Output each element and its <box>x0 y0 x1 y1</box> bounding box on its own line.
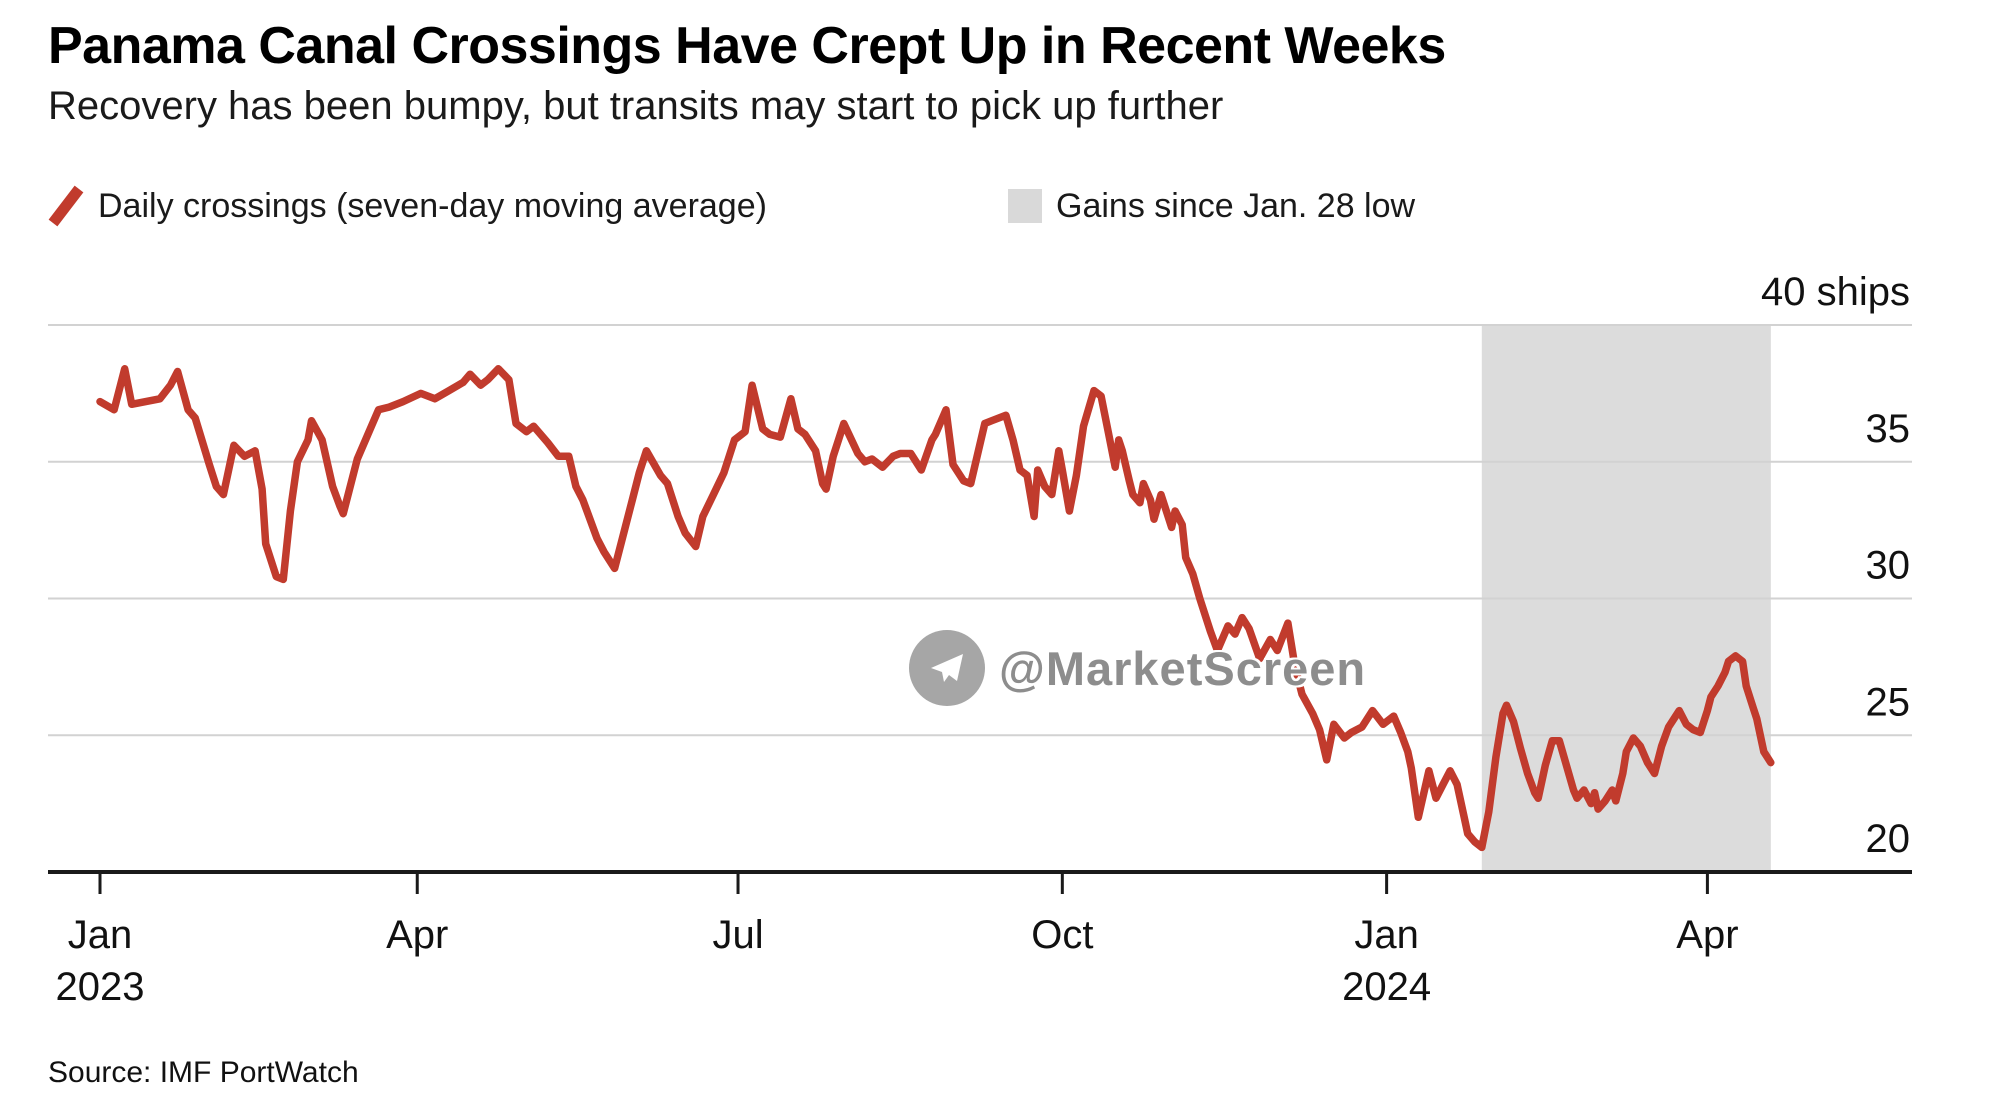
telegram-plane-icon <box>909 630 985 706</box>
source-note: Source: IMF PortWatch <box>48 1056 359 1089</box>
chart-subtitle: Recovery has been bumpy, but transits ma… <box>48 84 1224 128</box>
watermark-handle: @MarketScreen <box>999 641 1367 695</box>
legend-item-daily-crossings: Daily crossings (seven-day moving averag… <box>48 184 767 228</box>
x-axis-label: Apr <box>1676 913 1738 957</box>
gray-box-icon <box>1008 189 1042 223</box>
page-title: Panama Canal Crossings Have Crept Up in … <box>48 17 1446 75</box>
x-axis-label: Oct <box>1031 913 1093 957</box>
watermark: @MarketScreen <box>909 630 1366 706</box>
y-axis-label: 40 ships <box>1761 270 1910 314</box>
x-axis-label: Jan <box>1354 913 1419 957</box>
x-axis-year-label: 2024 <box>1342 965 1431 1009</box>
legend-label-gains-since-low: Gains since Jan. 28 low <box>1056 186 1416 225</box>
y-axis-label: 20 <box>1866 817 1911 861</box>
x-axis-label: Jul <box>712 913 763 957</box>
y-axis-label: 25 <box>1866 680 1911 724</box>
legend-label-daily-crossings: Daily crossings (seven-day moving averag… <box>98 186 767 225</box>
x-axis-year-label: 2023 <box>56 965 145 1009</box>
x-axis-label: Jan <box>68 913 133 957</box>
y-axis-label: 35 <box>1866 407 1911 451</box>
x-axis-label: Apr <box>386 913 448 957</box>
daily-crossings-line <box>96 365 1775 852</box>
y-axis-label: 30 <box>1866 544 1911 588</box>
legend-item-gains-since-low: Gains since Jan. 28 low <box>1008 184 1415 228</box>
red-slash-icon <box>48 185 84 227</box>
